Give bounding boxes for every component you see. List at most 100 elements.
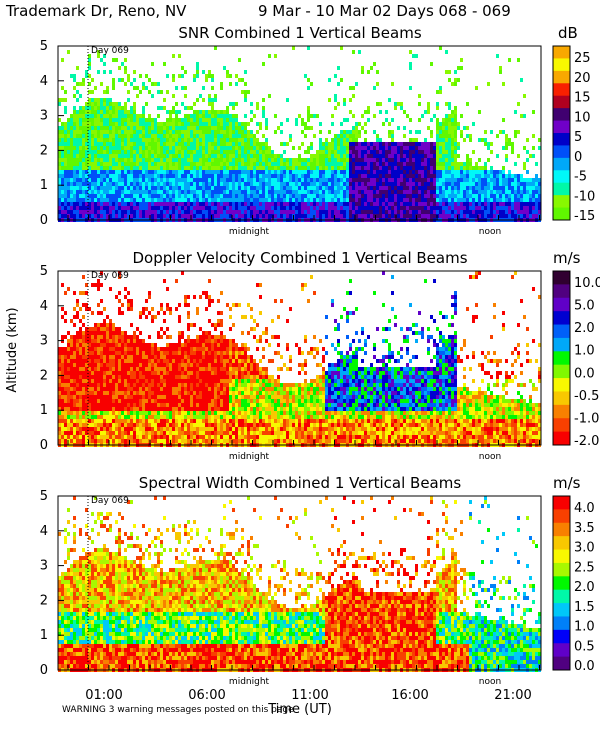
heatmap-cell <box>88 383 91 387</box>
heatmap-cell <box>148 130 151 134</box>
heatmap-cell <box>259 190 262 194</box>
heatmap-cell <box>148 202 151 206</box>
heatmap-cell <box>487 206 490 210</box>
heatmap-cell <box>124 335 127 339</box>
heatmap-cell <box>136 206 139 210</box>
heatmap-cell <box>418 166 421 170</box>
heatmap-cell <box>88 166 91 170</box>
heatmap-cell <box>442 130 445 134</box>
heatmap-cell <box>238 142 241 146</box>
heatmap-cell <box>115 202 118 206</box>
heatmap-cell <box>409 66 412 70</box>
heatmap-cell <box>58 359 61 363</box>
heatmap-cell <box>136 411 139 415</box>
heatmap-cell <box>166 170 169 174</box>
heatmap-cell <box>496 170 499 174</box>
heatmap-cell <box>490 166 493 170</box>
heatmap-cell <box>328 182 331 186</box>
heatmap-cell <box>139 150 142 154</box>
heatmap-cell <box>316 150 319 154</box>
heatmap-cell <box>115 339 118 343</box>
heatmap-cell <box>190 182 193 186</box>
heatmap-cell <box>454 194 457 198</box>
heatmap-cell <box>166 210 169 214</box>
heatmap-cell <box>244 206 247 210</box>
heatmap-cell <box>124 142 127 146</box>
heatmap-cell <box>103 186 106 190</box>
heatmap-cell <box>73 190 76 194</box>
heatmap-cell <box>160 190 163 194</box>
heatmap-cell <box>346 198 349 202</box>
heatmap-cell <box>160 198 163 202</box>
heatmap-cell <box>211 122 214 126</box>
heatmap-cell <box>391 118 394 122</box>
heatmap-cell <box>514 190 517 194</box>
heatmap-cell <box>310 178 313 182</box>
heatmap-cell <box>124 198 127 202</box>
heatmap-cell <box>199 126 202 130</box>
heatmap-cell <box>58 411 61 415</box>
heatmap-cell <box>244 158 247 162</box>
heatmap-cell <box>85 166 88 170</box>
heatmap-cell <box>79 359 82 363</box>
heatmap-cell <box>256 146 259 150</box>
heatmap-cell <box>118 134 121 138</box>
heatmap-cell <box>277 174 280 178</box>
heatmap-cell <box>136 375 139 379</box>
heatmap-cell <box>328 162 331 166</box>
date-range: 9 Mar - 10 Mar 02 Days 068 - 069 <box>258 2 511 20</box>
heatmap-cell <box>304 74 307 78</box>
heatmap-cell <box>355 122 358 126</box>
heatmap-cell <box>148 206 151 210</box>
heatmap-cell <box>139 174 142 178</box>
heatmap-cell <box>91 411 94 415</box>
heatmap-cell <box>100 198 103 202</box>
heatmap-cell <box>313 170 316 174</box>
heatmap-cell <box>97 142 100 146</box>
heatmap-cell <box>145 214 148 218</box>
heatmap-cell <box>262 134 265 138</box>
heatmap-cell <box>241 174 244 178</box>
heatmap-cell <box>478 198 481 202</box>
heatmap-cell <box>130 411 133 415</box>
heatmap-cell <box>88 158 91 162</box>
heatmap-cell <box>493 182 496 186</box>
heatmap-cell <box>64 210 67 214</box>
heatmap-cell <box>232 154 235 158</box>
heatmap-cell <box>175 138 178 142</box>
colorbar-label: 25 <box>574 51 591 66</box>
heatmap-cell <box>136 190 139 194</box>
heatmap-cell <box>205 118 208 122</box>
heatmap-cell <box>346 182 349 186</box>
heatmap-cell <box>352 50 355 54</box>
heatmap-cell <box>295 158 298 162</box>
heatmap-cell <box>106 182 109 186</box>
heatmap-cell <box>175 162 178 166</box>
heatmap-cell <box>436 106 439 110</box>
heatmap-cell <box>403 110 406 114</box>
heatmap-cell <box>382 174 385 178</box>
heatmap-cell <box>388 162 391 166</box>
heatmap-cell <box>94 178 97 182</box>
heatmap-cell <box>97 399 100 403</box>
heatmap-cell <box>235 162 238 166</box>
heatmap-cell <box>100 190 103 194</box>
heatmap-cell <box>112 110 115 114</box>
heatmap-cell <box>172 110 175 114</box>
heatmap-cell <box>391 206 394 210</box>
heatmap-cell <box>502 166 505 170</box>
heatmap-cell <box>229 174 232 178</box>
heatmap-cell <box>310 166 313 170</box>
heatmap-cell <box>211 158 214 162</box>
heatmap-cell <box>172 198 175 202</box>
heatmap-cell <box>280 170 283 174</box>
heatmap-cell <box>181 142 184 146</box>
heatmap-cell <box>103 174 106 178</box>
heatmap-cell <box>367 166 370 170</box>
heatmap-cell <box>112 106 115 110</box>
heatmap-cell <box>136 383 139 387</box>
heatmap-cell <box>88 375 91 379</box>
heatmap-cell <box>175 166 178 170</box>
heatmap-cell <box>418 202 421 206</box>
heatmap-cell <box>535 186 538 190</box>
